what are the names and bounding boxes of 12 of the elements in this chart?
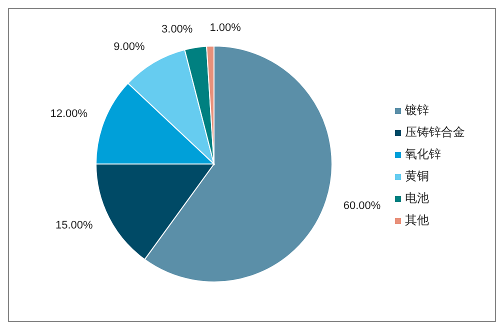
data-label: 3.00% (162, 24, 193, 36)
data-label: 60.00% (343, 200, 381, 212)
data-label: 1.00% (210, 22, 242, 34)
legend-label: 压铸锌合金 (405, 125, 465, 139)
legend-label: 镀锌 (405, 103, 429, 117)
data-label: 9.00% (114, 40, 145, 53)
data-label: 15.00% (56, 220, 94, 232)
legend-label: 其他 (405, 213, 429, 227)
data-label: 12.00% (50, 108, 88, 120)
legend-label: 氧化锌 (405, 147, 441, 161)
legend-label: 黄铜 (405, 169, 429, 183)
legend-label: 电池 (405, 191, 429, 205)
